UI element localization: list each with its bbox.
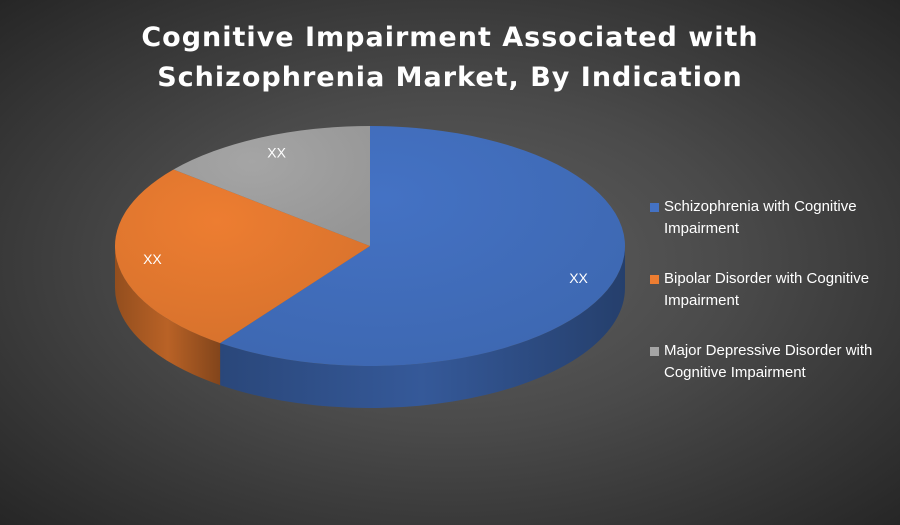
chart-title-line-1: Cognitive Impairment Associated with <box>141 22 759 53</box>
legend-item-major-depressive: Major Depressive Disorder with Cognitive… <box>648 340 893 384</box>
legend: Schizophrenia with Cognitive Impairment … <box>648 196 893 412</box>
data-label-schizophrenia: XX <box>569 270 588 286</box>
chart-title-line-2: Schizophrenia Market, By Indication <box>157 62 743 93</box>
pie-slices <box>114 126 625 366</box>
legend-label-schizophrenia: Schizophrenia with Cognitive Impairment <box>664 198 857 237</box>
data-label-major-depressive: XX <box>267 145 286 161</box>
legend-label-bipolar: Bipolar Disorder with Cognitive Impairme… <box>664 270 870 309</box>
pie-slice-major-depressive <box>173 126 370 246</box>
pie-side-bipolar <box>115 246 221 386</box>
pie-data-labels: XX XX XX <box>143 145 588 286</box>
legend-label-major-depressive: Major Depressive Disorder with Cognitive… <box>664 342 873 381</box>
pie-side-schizophrenia <box>220 246 626 408</box>
data-label-bipolar: XX <box>143 251 162 267</box>
pie-slice-schizophrenia <box>220 126 625 366</box>
legend-swatch-bipolar <box>650 275 659 284</box>
pie-slice-bipolar <box>114 169 370 344</box>
legend-swatch-schizophrenia <box>650 203 659 212</box>
legend-swatch-major-depressive <box>650 347 659 356</box>
legend-item-schizophrenia: Schizophrenia with Cognitive Impairment <box>648 196 893 240</box>
legend-item-bipolar: Bipolar Disorder with Cognitive Impairme… <box>648 268 893 312</box>
chart-title: Cognitive Impairment Associated with Sch… <box>0 18 900 98</box>
pie-3d-sides <box>115 246 626 408</box>
